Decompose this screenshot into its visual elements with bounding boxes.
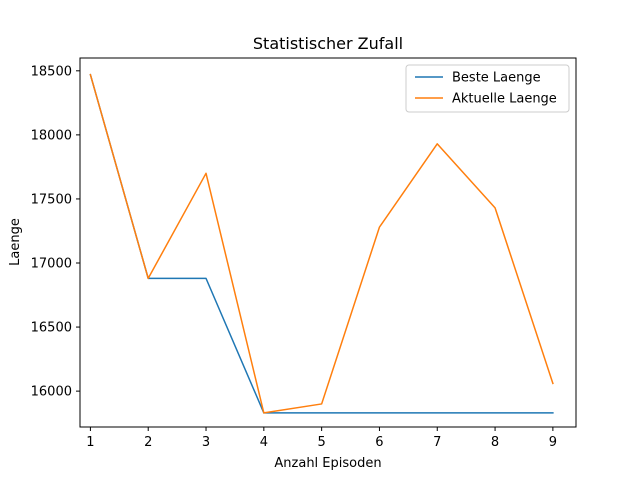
y-axis-label: Laenge xyxy=(8,218,23,266)
legend-label-2: Aktuelle Laenge xyxy=(452,92,557,107)
x-tick-label: 6 xyxy=(375,435,383,450)
y-tick-label: 18000 xyxy=(31,128,72,143)
x-tick-label: 4 xyxy=(260,435,268,450)
y-tick-label: 17000 xyxy=(31,257,72,272)
y-tick-label: 16500 xyxy=(31,321,72,336)
series-line-1 xyxy=(89,73,554,414)
x-tick-label: 1 xyxy=(86,435,94,450)
legend-box xyxy=(405,64,570,113)
y-tick-label: 17500 xyxy=(31,192,72,207)
plot-frame xyxy=(79,57,577,428)
x-axis-label: Anzahl Episoden xyxy=(274,456,381,471)
x-tick-label: 2 xyxy=(144,435,152,450)
x-tick-label: 3 xyxy=(202,435,210,450)
legend-label-1: Beste Laenge xyxy=(452,71,541,86)
y-tick-label: 16000 xyxy=(31,385,72,400)
x-tick-label: 5 xyxy=(318,435,326,450)
x-tick-label: 8 xyxy=(491,435,499,450)
series-line-2 xyxy=(89,73,554,414)
chart-title: Statistischer Zufall xyxy=(253,34,403,53)
x-tick-label: 9 xyxy=(549,435,557,450)
legend: Beste Laenge Aktuelle Laenge xyxy=(405,64,570,113)
x-tick-label: 7 xyxy=(433,435,441,450)
y-tick-label: 18500 xyxy=(31,64,72,79)
